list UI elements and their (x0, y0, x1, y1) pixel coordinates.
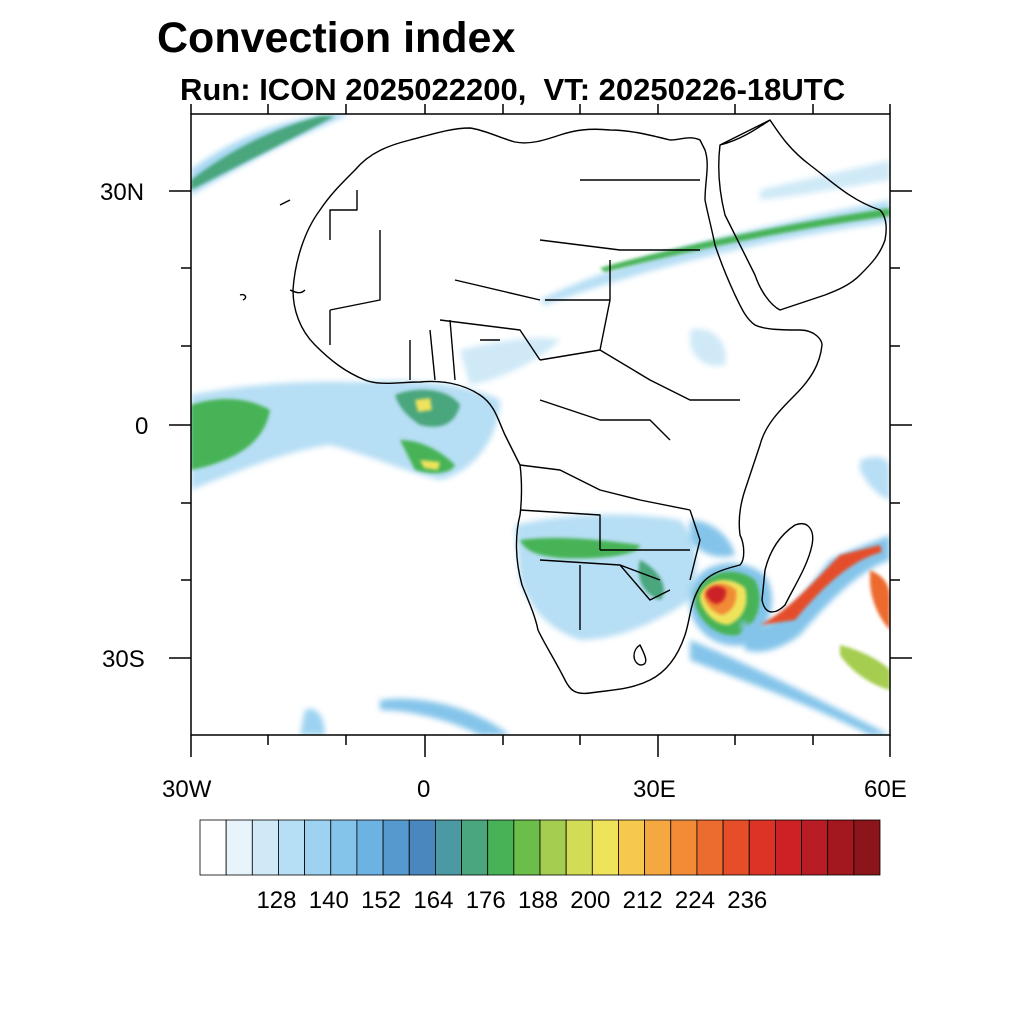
lon-label-0: 0 (417, 776, 431, 803)
convection-field (191, 114, 890, 735)
lon-label-30e: 30E (633, 776, 676, 803)
lat-label-30n: 30N (100, 179, 145, 206)
coastlines-borders (239, 119, 887, 695)
colorbar-tick-label: 164 (413, 887, 454, 914)
colorbar-tick-label: 212 (622, 887, 663, 914)
lon-label-60e: 60E (864, 776, 907, 803)
lat-label-0: 0 (135, 413, 149, 440)
colorbar-tick-label: 200 (570, 887, 611, 914)
colorbar-tick-label: 188 (518, 887, 559, 914)
colorbar-tick-label: 152 (361, 887, 402, 914)
colorbar-tick-label: 128 (256, 887, 297, 914)
map-title: Convection index (157, 14, 516, 62)
colorbar-tick-label: 176 (465, 887, 506, 914)
colorbar-tick-label: 236 (727, 887, 768, 914)
colorbar-tick-label: 140 (308, 887, 349, 914)
lat-label-30s: 30S (102, 646, 145, 673)
lon-label-30w: 30W (162, 776, 212, 803)
axis-ticks (169, 104, 912, 757)
colorbar-tick-label: 224 (674, 887, 715, 914)
map-subtitle: Run: ICON 2025022200, VT: 20250226-18UTC (180, 72, 846, 107)
